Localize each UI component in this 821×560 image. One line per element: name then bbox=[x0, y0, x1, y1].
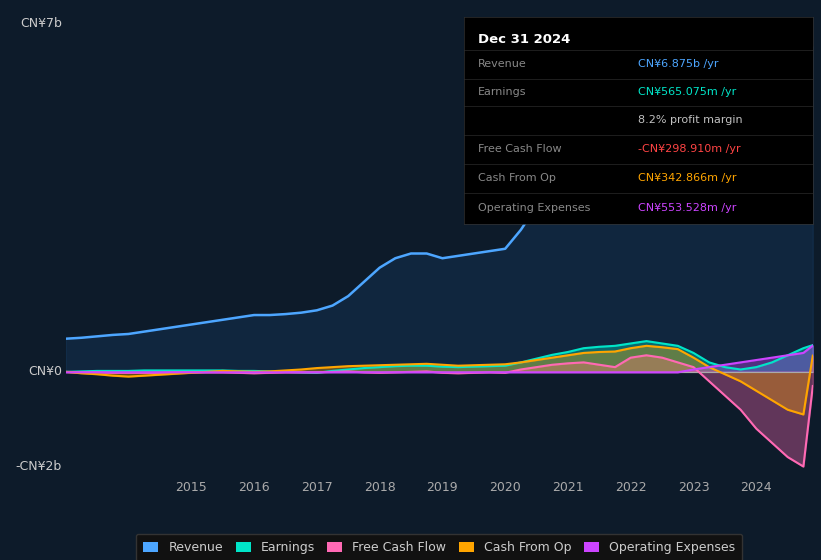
Text: -CN¥2b: -CN¥2b bbox=[16, 460, 62, 473]
Text: CN¥6.875b /yr: CN¥6.875b /yr bbox=[639, 59, 719, 69]
Text: CN¥342.866m /yr: CN¥342.866m /yr bbox=[639, 174, 736, 184]
Text: Operating Expenses: Operating Expenses bbox=[478, 203, 590, 213]
Text: 8.2% profit margin: 8.2% profit margin bbox=[639, 115, 743, 125]
Legend: Revenue, Earnings, Free Cash Flow, Cash From Op, Operating Expenses: Revenue, Earnings, Free Cash Flow, Cash … bbox=[136, 534, 742, 560]
Text: CN¥7b: CN¥7b bbox=[20, 17, 62, 30]
Text: Free Cash Flow: Free Cash Flow bbox=[478, 144, 562, 155]
Text: Earnings: Earnings bbox=[478, 87, 526, 97]
Text: CN¥553.528m /yr: CN¥553.528m /yr bbox=[639, 203, 736, 213]
Text: Dec 31 2024: Dec 31 2024 bbox=[478, 34, 571, 46]
Text: CN¥565.075m /yr: CN¥565.075m /yr bbox=[639, 87, 736, 97]
Text: Cash From Op: Cash From Op bbox=[478, 174, 556, 184]
Text: -CN¥298.910m /yr: -CN¥298.910m /yr bbox=[639, 144, 741, 155]
Text: CN¥0: CN¥0 bbox=[28, 365, 62, 379]
Text: Revenue: Revenue bbox=[478, 59, 526, 69]
